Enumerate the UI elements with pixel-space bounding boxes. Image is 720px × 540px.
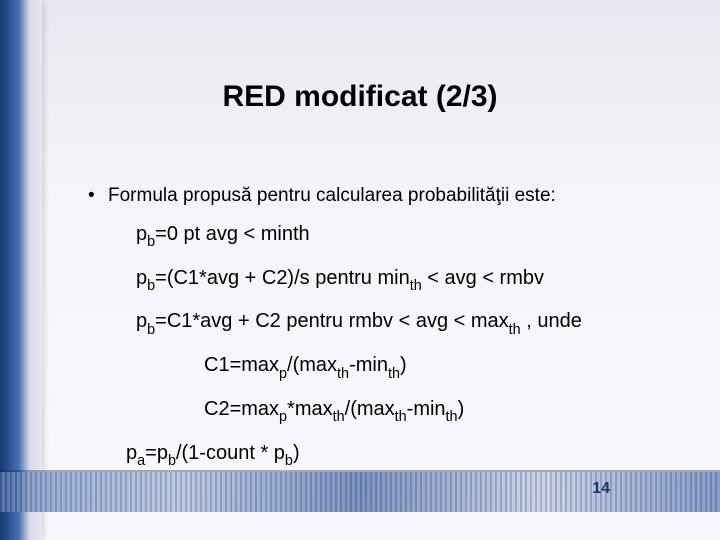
f2-sub: b (147, 278, 155, 294)
f4-mid2: -min (349, 354, 388, 376)
page-number: 14 (592, 480, 610, 498)
bottom-decorative-band (0, 472, 720, 512)
slide-title: RED modificat (2/3) (0, 80, 720, 114)
f4-sub2: th (337, 366, 349, 382)
f3-mid: =C1*avg + C2 pentru rmbv < avg < max (155, 310, 509, 332)
f1-pre: p (136, 223, 147, 245)
f5-mid2: /(max (345, 398, 395, 420)
formula-line-6: pa=pb/(1-count * pb) (126, 440, 690, 470)
f1-post: =0 pt avg < minth (155, 223, 310, 245)
f6-sub3: b (285, 453, 293, 469)
formula-line-1: pb=0 pt avg < minth (136, 221, 690, 251)
formula-line-5: C2=maxp*maxth/(maxth-minth) (204, 396, 690, 426)
f5-mid: *max (287, 398, 333, 420)
f4-sub1: p (279, 366, 287, 382)
f6-post: ) (293, 442, 300, 464)
f3-pre: p (136, 310, 147, 332)
f3-sub: b (147, 322, 155, 338)
f2-pre: p (136, 267, 147, 289)
f2-post: < avg < rmbv (422, 267, 544, 289)
f5-sub4: th (446, 409, 458, 425)
f6-sub2: b (168, 453, 176, 469)
f2-mid: =(C1*avg + C2)/s pentru min (155, 267, 410, 289)
f4-sub3: th (388, 366, 400, 382)
f3-sub2: th (509, 322, 521, 338)
f6-sub1: a (137, 453, 145, 469)
f3-post: , unde (521, 310, 582, 332)
formula-block: pb=0 pt avg < minth pb=(C1*avg + C2)/s p… (136, 221, 690, 469)
f5-sub2: th (333, 409, 345, 425)
formula-line-2: pb=(C1*avg + C2)/s pentru minth < avg < … (136, 265, 690, 295)
formula-line-4: C1=maxp/(maxth-minth) (204, 352, 690, 382)
f2-sub2: th (410, 278, 422, 294)
f4-post: ) (400, 354, 407, 376)
formula-line-3: pb=C1*avg + C2 pentru rmbv < avg < maxth… (136, 308, 690, 338)
slide-content: Formula propusă pentru calcularea probab… (88, 185, 690, 483)
f6-pre: p (126, 442, 137, 464)
f6-mid: =p (145, 442, 168, 464)
f5-pre: C2=max (204, 398, 279, 420)
f6-mid2: /(1-count * p (176, 442, 285, 464)
f5-sub3: th (395, 409, 407, 425)
f4-mid: /(max (287, 354, 337, 376)
f5-mid3: -min (407, 398, 446, 420)
f5-sub1: p (279, 409, 287, 425)
f1-sub: b (147, 234, 155, 250)
f5-post: ) (458, 398, 465, 420)
bullet-intro: Formula propusă pentru calcularea probab… (88, 185, 690, 207)
f4-pre: C1=max (204, 354, 279, 376)
